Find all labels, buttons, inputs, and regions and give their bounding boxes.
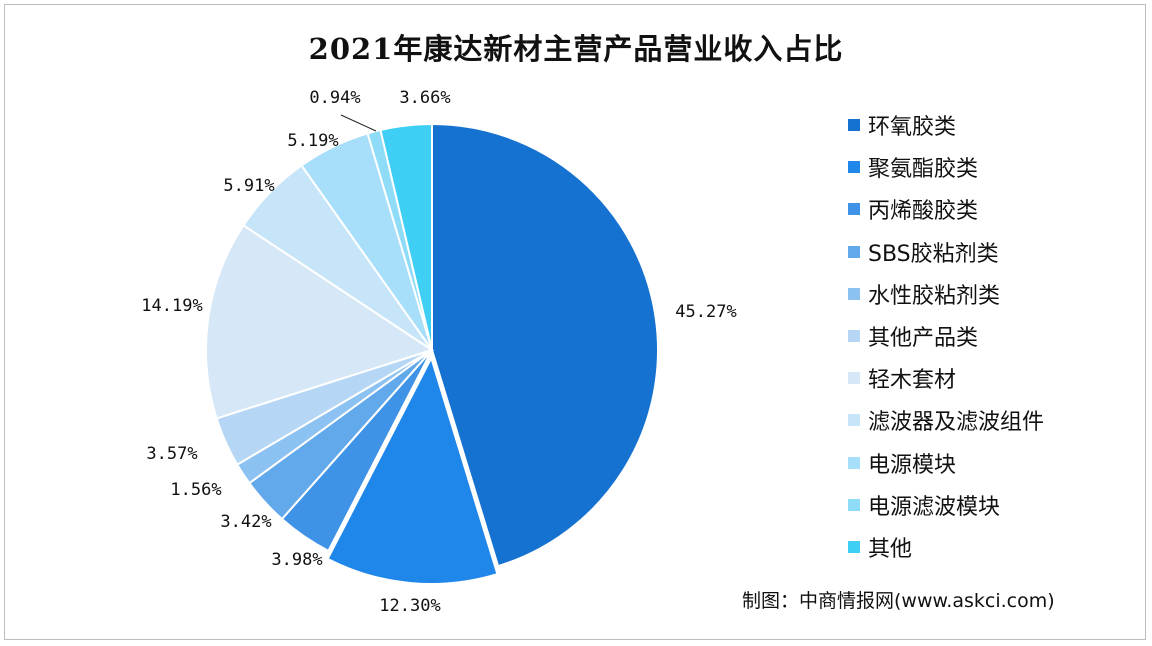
legend-item-11: 其他 — [848, 526, 1044, 568]
pie-slice-11 — [379, 122, 433, 351]
legend-label: 其他 — [868, 536, 913, 562]
legend-swatch — [848, 245, 860, 258]
legend-swatch — [848, 330, 860, 343]
legend-swatch — [848, 414, 860, 427]
pie-slice-7 — [205, 223, 435, 420]
data-label-4: 3.42% — [220, 512, 271, 532]
pie-slice-1 — [431, 122, 659, 568]
data-label-3: 3.98% — [271, 550, 322, 570]
legend-swatch — [848, 372, 860, 385]
data-label-8: 5.91% — [223, 176, 274, 196]
legend-item-2: 聚氨酯胶类 — [848, 146, 1044, 188]
legend-swatch — [848, 498, 860, 511]
legend-item-5: 水性胶粘剂类 — [848, 273, 1044, 315]
legend-swatch — [848, 540, 860, 553]
leader-line — [340, 114, 377, 132]
legend-label: 水性胶粘剂类 — [868, 283, 1001, 309]
data-label-10: 0.94% — [309, 88, 360, 108]
legend-label: 其他产品类 — [868, 326, 979, 352]
legend-item-6: 其他产品类 — [848, 315, 1044, 357]
legend-label: 聚氨酯胶类 — [868, 157, 979, 183]
data-label-1: 45.27% — [675, 302, 736, 322]
legend-swatch — [848, 119, 860, 132]
legend-swatch — [848, 161, 860, 174]
chart-frame — [4, 4, 1146, 640]
chart-legend: 环氧胶类聚氨酯胶类丙烯酸胶类 SBS胶粘剂类 水性胶粘剂类 其他产品类轻木套材滤波器及… — [848, 104, 1044, 568]
legend-swatch — [848, 287, 860, 300]
legend-swatch — [848, 203, 860, 216]
data-label-11: 3.66% — [399, 88, 450, 108]
legend-item-10: 电源滤波模块 — [848, 484, 1044, 526]
legend-item-9: 电源模块 — [848, 442, 1044, 484]
data-label-9: 5.19% — [287, 131, 338, 151]
legend-label: SBS胶粘剂类 — [868, 241, 999, 267]
legend-label: 轻木套材 — [868, 368, 957, 394]
legend-label: 电源滤波模块 — [868, 494, 1001, 520]
legend-label: 丙烯酸胶类 — [868, 199, 979, 225]
legend-item-4: SBS胶粘剂类 — [848, 231, 1044, 273]
legend-label: 环氧胶类 — [868, 115, 957, 141]
legend-label: 电源模块 — [868, 452, 957, 478]
legend-item-3: 丙烯酸胶类 — [848, 188, 1044, 230]
legend-swatch — [848, 456, 860, 469]
data-label-7: 14.19% — [141, 296, 202, 316]
data-label-2: 12.30% — [379, 596, 440, 616]
legend-item-7: 轻木套材 — [848, 357, 1044, 399]
legend-item-8: 滤波器及滤波组件 — [848, 399, 1044, 441]
legend-label: 滤波器及滤波组件 — [868, 410, 1045, 436]
chart-title: 2021年康达新材主营产品营业收入占比 — [308, 32, 844, 66]
source-note: 制图：中商情报网(www.askci.com) — [742, 590, 1055, 612]
data-label-5: 1.56% — [170, 480, 221, 500]
legend-item-1: 环氧胶类 — [848, 104, 1044, 146]
pie-slice-2 — [326, 355, 499, 585]
data-label-6: 3.57% — [146, 444, 197, 464]
